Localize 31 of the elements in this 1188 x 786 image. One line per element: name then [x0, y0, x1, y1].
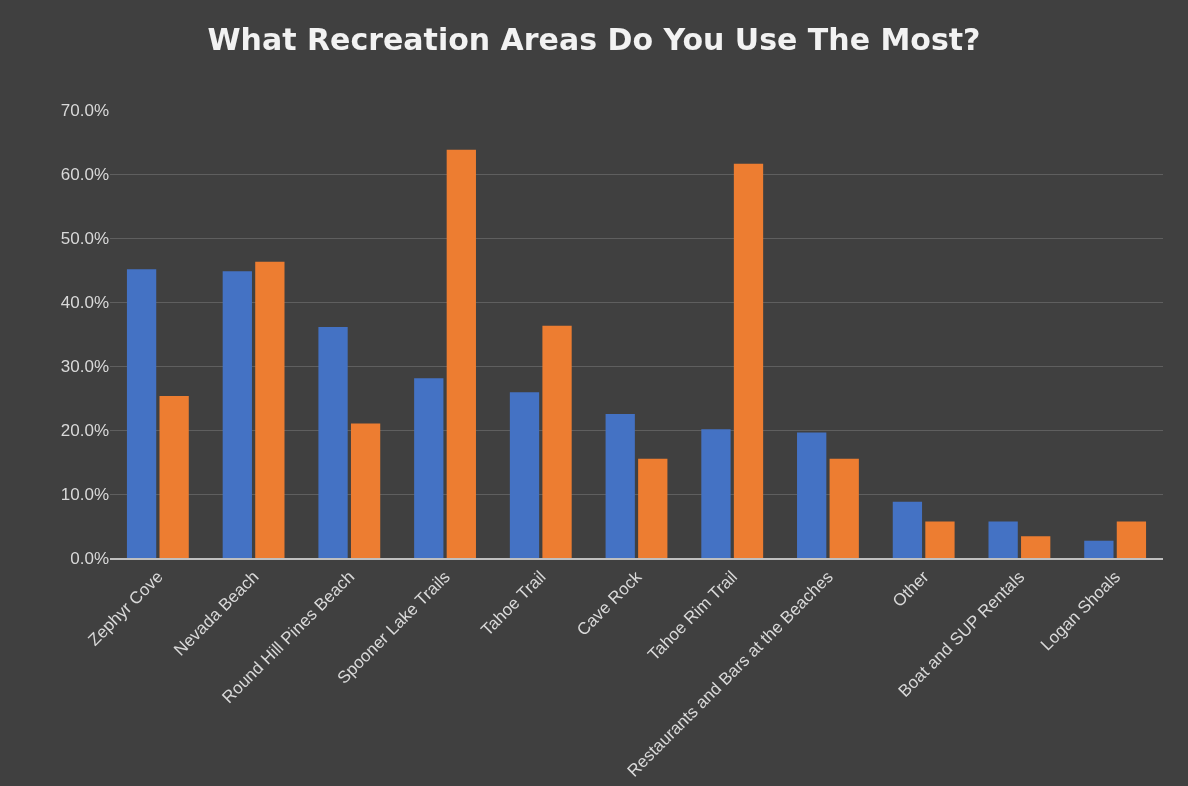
bar	[446, 149, 476, 558]
y-tick-label: 30.0%	[60, 356, 109, 376]
bar	[605, 414, 635, 558]
bar	[126, 269, 157, 558]
bar	[509, 392, 540, 558]
bar	[159, 396, 189, 558]
y-tick-label: 60.0%	[60, 164, 109, 184]
bar	[733, 163, 764, 558]
bar	[414, 378, 444, 558]
y-tick-label: 0.0%	[70, 548, 109, 568]
bar	[1021, 536, 1051, 558]
bar	[1116, 521, 1147, 558]
bar	[638, 458, 668, 558]
bar	[542, 325, 572, 558]
y-tick-label: 20.0%	[60, 420, 109, 440]
bar	[318, 326, 348, 558]
bar	[222, 271, 252, 558]
bar	[701, 429, 731, 558]
bar	[988, 521, 1018, 558]
chart-title: What Recreation Areas Do You Use The Most?	[207, 21, 981, 57]
y-tick-label: 70.0%	[60, 100, 109, 120]
y-tick-label: 50.0%	[60, 228, 109, 248]
bar	[829, 458, 859, 558]
y-tick-label: 10.0%	[60, 484, 109, 504]
bar	[925, 521, 955, 558]
bar	[797, 432, 827, 558]
bar	[255, 261, 285, 558]
bar	[350, 423, 381, 558]
bar	[892, 501, 923, 558]
bar	[1084, 540, 1114, 558]
y-tick-label: 40.0%	[60, 292, 109, 312]
